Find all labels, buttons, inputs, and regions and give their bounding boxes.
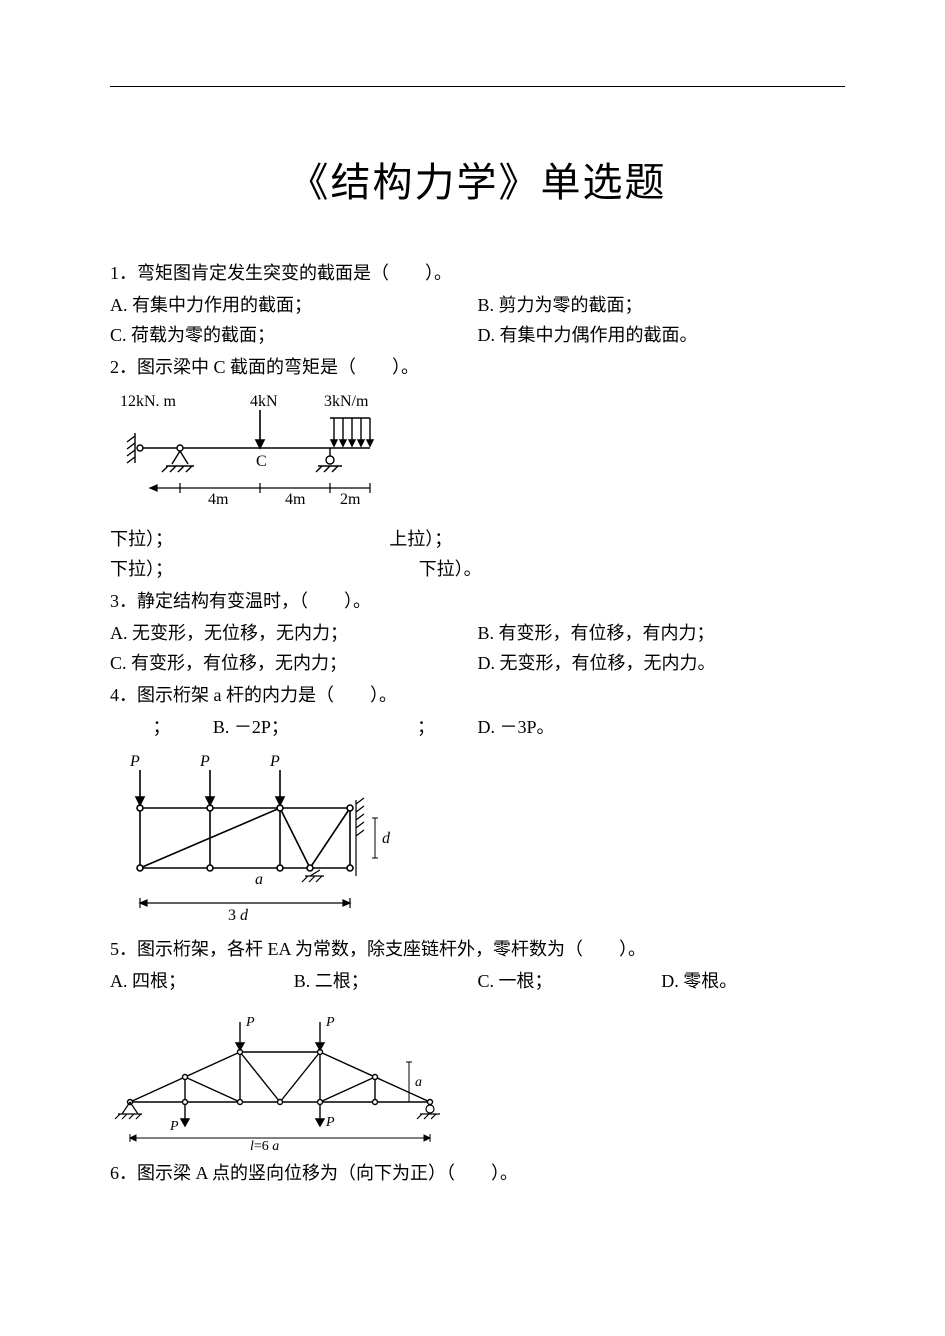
q3-opts-row2: C. 有变形，有位移，无内力； D. 无变形，有位移，无内力。 <box>110 648 845 678</box>
q1-stem: 1．弯矩图肯定发生突变的截面是（ ）。 <box>110 258 845 288</box>
q5-opt-c: C. 一根； <box>478 966 662 996</box>
q3-opts-row1: A. 无变形，无位移，无内力； B. 有变形，有位移，有内力； <box>110 618 845 648</box>
svg-text:P: P <box>129 753 140 770</box>
q2-row-d: 下拉）。 <box>419 554 482 584</box>
q1-opt-d: D. 有集中力偶作用的截面。 <box>478 320 846 350</box>
q2-row-a: 下拉）； <box>110 524 389 554</box>
svg-text:l=6 a: l=6 a <box>250 1139 279 1152</box>
svg-text:3 d: 3 d <box>228 907 249 924</box>
q4-pre: ； <box>110 712 213 742</box>
q3-opt-c: C. 有变形，有位移，无内力； <box>110 648 478 678</box>
q1-opts-row2: C. 荷载为零的截面； D. 有集中力偶作用的截面。 <box>110 320 845 350</box>
svg-text:P: P <box>199 753 210 770</box>
svg-text:a: a <box>415 1075 422 1090</box>
q5-opt-b: B. 二根； <box>294 966 478 996</box>
q1-opt-b: B. 剪力为零的截面； <box>478 290 846 320</box>
q2-figure: 12kN. m 4kN 3kN/m C <box>110 388 845 518</box>
q2-stem: 2．图示梁中 C 截面的弯矩是（ ）。 <box>110 352 845 382</box>
q2-pointload: 4kN <box>250 393 278 410</box>
svg-text:P: P <box>269 753 280 770</box>
q1-opts-row1: A. 有集中力作用的截面； B. 剪力为零的截面； <box>110 290 845 320</box>
q1-opt-a: A. 有集中力作用的截面； <box>110 290 478 320</box>
q2-dim1: 4m <box>208 491 229 508</box>
svg-text:P: P <box>325 1115 335 1130</box>
top-rule <box>110 86 845 87</box>
q1-opt-c: C. 荷载为零的截面； <box>110 320 478 350</box>
q2-row-b: 上拉）； <box>389 524 452 554</box>
q2-dim3: 2m <box>340 491 361 508</box>
svg-text:P: P <box>169 1119 179 1134</box>
q4-figure: P P P a <box>110 748 845 928</box>
q2-moment-label: 12kN. m <box>120 393 177 410</box>
q5-stem: 5．图示桁架，各杆 EA 为常数，除支座链杆外，零杆数为（ ）。 <box>110 934 845 964</box>
q3-opt-d: D. 无变形，有位移，无内力。 <box>478 648 846 678</box>
q2-row-c: 下拉）； <box>110 554 419 584</box>
q2-udl: 3kN/m <box>324 393 369 410</box>
q4-stem: 4．图示桁架 a 杆的内力是（ ）。 <box>110 680 845 710</box>
page-title: 《结构力学》单选题 <box>110 150 845 208</box>
q4-opt-d: D. －3P。 <box>477 712 554 742</box>
svg-text:P: P <box>245 1015 255 1030</box>
q4-mid: ； <box>375 712 478 742</box>
q3-stem: 3．静定结构有变温时，（ ）。 <box>110 586 845 616</box>
q2-C: C <box>256 453 267 470</box>
q5-opt-a: A. 四根； <box>110 966 294 996</box>
q2-dim2: 4m <box>285 491 306 508</box>
q5-opt-d: D. 零根。 <box>661 966 845 996</box>
svg-text:a: a <box>255 871 263 888</box>
svg-text:d: d <box>382 830 391 847</box>
q4-opts: ； B. －2P； ； D. －3P。 <box>110 712 845 742</box>
q6-stem: 6．图示梁 A 点的竖向位移为（向下为正）（ ）。 <box>110 1158 845 1188</box>
q3-opt-b: B. 有变形，有位移，有内力； <box>478 618 846 648</box>
page: 《结构力学》单选题 1．弯矩图肯定发生突变的截面是（ ）。 A. 有集中力作用的… <box>0 0 945 1336</box>
svg-text:P: P <box>325 1015 335 1030</box>
q2-opts-row2: 下拉）； 下拉）。 <box>110 554 845 584</box>
q2-opts-row1: 下拉）； 上拉）； <box>110 524 845 554</box>
q5-opts: A. 四根； B. 二根； C. 一根； D. 零根。 <box>110 966 845 996</box>
q4-opt-b: B. －2P； <box>213 712 375 742</box>
q5-figure: P P P P a l=6 a <box>110 1002 845 1152</box>
q3-opt-a: A. 无变形，无位移，无内力； <box>110 618 478 648</box>
